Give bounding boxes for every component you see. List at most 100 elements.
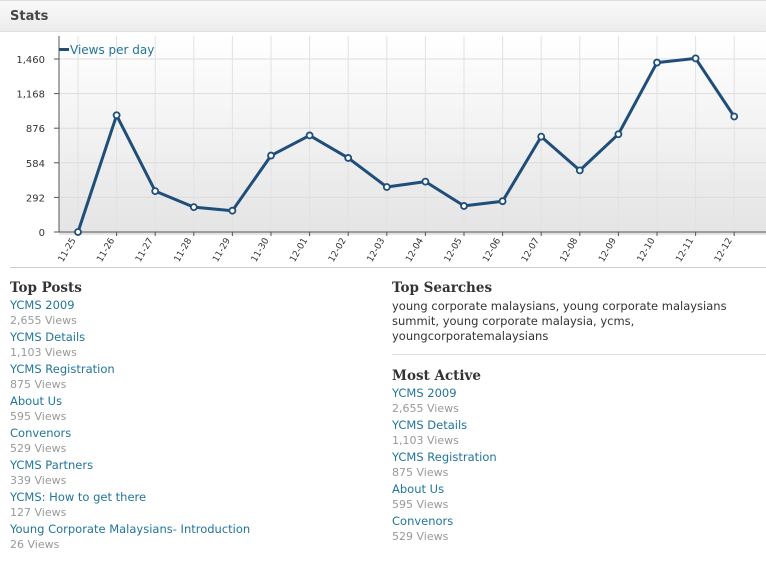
post-link[interactable]: YCMS Partners xyxy=(10,458,94,472)
x-tick-label: 12-06 xyxy=(481,236,503,264)
post-link[interactable]: About Us xyxy=(10,394,63,408)
post-link[interactable]: YCMS 2009 xyxy=(392,386,457,400)
list-item: YCMS 2009 2,655 Views xyxy=(10,297,380,329)
data-point[interactable] xyxy=(228,206,237,215)
data-point[interactable] xyxy=(344,154,353,162)
top-searches-text: young corporate malaysians, young corpor… xyxy=(392,299,727,343)
y-tick-label: 0 xyxy=(39,228,45,239)
x-tick-label: 12-04 xyxy=(404,236,426,264)
list-item: Young Corporate Malaysians- Introduction… xyxy=(10,521,380,553)
view-count: 595 Views xyxy=(392,498,449,511)
data-point[interactable] xyxy=(189,203,198,212)
data-point[interactable] xyxy=(112,111,121,120)
view-count: 875 Views xyxy=(10,378,67,391)
view-count: 595 Views xyxy=(10,410,67,423)
post-link[interactable]: YCMS 2009 xyxy=(10,298,75,312)
data-point[interactable] xyxy=(575,166,584,175)
x-tick-label: 12-01 xyxy=(288,237,310,265)
searches-divider xyxy=(392,354,766,355)
view-count: 26 Views xyxy=(10,538,60,551)
view-count: 529 Views xyxy=(392,530,449,543)
y-tick-label: 876 xyxy=(26,124,45,135)
legend-label: Views per day xyxy=(70,43,154,57)
top-posts-section: Top Posts YCMS 2009 2,655 Views YCMS Detai… xyxy=(10,279,380,553)
x-tick-label: 11-30 xyxy=(250,236,272,264)
x-tick-label: 11-26 xyxy=(95,236,117,264)
x-tick-label: 12-07 xyxy=(520,237,542,265)
x-tick-label: 11-27 xyxy=(134,237,156,265)
stats-header: Stats xyxy=(0,0,766,32)
post-link[interactable]: Convenors xyxy=(10,426,72,440)
post-link[interactable]: Young Corporate Malaysians- Introduction xyxy=(10,522,251,536)
list-item: YCMS Registration 875 Views xyxy=(10,361,380,393)
top-posts-heading: Top Posts xyxy=(10,280,82,296)
post-link[interactable]: About Us xyxy=(392,482,445,496)
data-point[interactable] xyxy=(267,151,275,160)
x-tick-label: 11-29 xyxy=(211,236,233,264)
post-link[interactable]: YCMS Details xyxy=(392,418,468,432)
x-tick-label: 12-09 xyxy=(597,236,619,264)
data-point[interactable] xyxy=(460,202,468,210)
x-tick-label: 12-03 xyxy=(366,237,388,265)
top-searches-section: Top Searches young corporate malaysians,… xyxy=(392,279,766,344)
list-item: YCMS 2009 2,655 Views xyxy=(392,385,766,417)
x-tick-label: 12-12 xyxy=(713,237,735,265)
most-active-heading: Most Active xyxy=(392,368,481,384)
data-point[interactable] xyxy=(653,58,661,67)
view-count: 875 Views xyxy=(392,466,449,479)
most-active-section: Most Active YCMS 2009 2,655 Views YCMS Det… xyxy=(392,367,766,545)
list-item: Convenors 529 Views xyxy=(392,513,766,545)
stats-title: Stats xyxy=(10,9,49,24)
list-item: YCMS Details 1,103 Views xyxy=(10,329,380,361)
most-active-list: YCMS 2009 2,655 Views YCMS Details 1,103 Vi… xyxy=(392,385,766,545)
data-point[interactable] xyxy=(74,228,82,236)
chart-divider xyxy=(10,267,766,268)
list-item: YCMS Registration 875 Views xyxy=(392,449,766,481)
plot-area xyxy=(59,36,766,235)
view-count: 1,103 Views xyxy=(10,346,77,359)
list-item: Convenors 529 Views xyxy=(10,425,380,457)
x-tick-label: 12-08 xyxy=(559,236,581,264)
x-tick-label: 12-05 xyxy=(443,237,465,265)
view-count: 339 Views xyxy=(10,474,67,487)
data-point[interactable] xyxy=(421,177,430,186)
list-item: About Us 595 Views xyxy=(392,481,766,513)
views-chart-svg: 0 292 584 876 1,168 1,460 11-25 11-26 11-27 11-2… xyxy=(16,36,766,265)
y-tick-label: 292 xyxy=(26,193,45,204)
data-point[interactable] xyxy=(537,132,546,141)
top-searches-heading: Top Searches xyxy=(392,280,493,296)
view-count: 529 Views xyxy=(10,442,67,455)
view-count: 127 Views xyxy=(10,506,67,519)
post-link[interactable]: YCMS Registration xyxy=(10,362,115,376)
data-point[interactable] xyxy=(382,183,391,191)
list-item: YCMS Partners 339 Views xyxy=(10,457,380,489)
series-line xyxy=(76,56,736,233)
data-point[interactable] xyxy=(730,112,739,121)
views-chart: 0 292 584 876 1,168 1,460 11-25 11-26 11-27 11-2… xyxy=(0,33,766,269)
data-point[interactable] xyxy=(305,131,314,140)
y-tick-label: 1,168 xyxy=(16,90,45,101)
x-tick-label: 11-25 xyxy=(57,237,79,265)
list-item: About Us 595 Views xyxy=(10,393,380,425)
data-point[interactable] xyxy=(151,187,160,196)
post-link[interactable]: Convenors xyxy=(392,514,454,528)
list-item: YCMS Details 1,103 Views xyxy=(392,417,766,449)
view-count: 2,655 Views xyxy=(10,314,77,327)
top-posts-list: YCMS 2009 2,655 Views YCMS Details 1,103 Vi… xyxy=(10,297,380,553)
list-item: YCMS: How to get there 127 Views xyxy=(10,489,380,521)
x-tick-label: 11-28 xyxy=(173,236,195,264)
post-link[interactable]: YCMS Details xyxy=(10,330,86,344)
data-point[interactable] xyxy=(614,130,623,139)
x-tick-label: 12-02 xyxy=(327,237,349,265)
data-point[interactable] xyxy=(691,54,700,63)
view-count: 1,103 Views xyxy=(392,434,459,447)
y-tick-label: 1,460 xyxy=(16,55,45,66)
view-count: 2,655 Views xyxy=(392,402,459,415)
legend-swatch xyxy=(59,48,69,51)
post-link[interactable]: YCMS Registration xyxy=(392,450,497,464)
x-tick-label: 12-10 xyxy=(636,236,658,264)
post-link[interactable]: YCMS: How to get there xyxy=(10,490,147,504)
chart-legend: Views per day xyxy=(59,43,154,57)
x-tick-label: 12-11 xyxy=(674,237,696,265)
data-point[interactable] xyxy=(498,197,507,206)
